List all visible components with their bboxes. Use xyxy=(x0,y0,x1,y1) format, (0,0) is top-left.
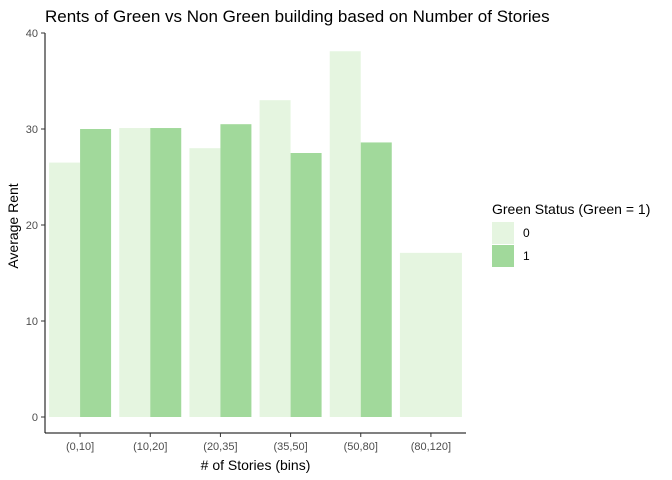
bar-series-1 xyxy=(360,142,392,417)
bar-series-1 xyxy=(290,153,322,417)
legend: Green Status (Green = 1) 0 1 xyxy=(492,201,650,267)
x-tick-label: (20,35] xyxy=(203,441,237,453)
x-tick-label: (50,80] xyxy=(344,441,378,453)
bar-series-1 xyxy=(220,124,252,417)
legend-key-1 xyxy=(492,245,514,267)
legend-label: 1 xyxy=(523,249,530,263)
bar-series-0 xyxy=(49,162,81,417)
y-axis-title: Average Rent xyxy=(5,183,21,268)
bar-series-0 xyxy=(329,51,361,418)
y-tick-label: 30 xyxy=(26,124,38,136)
x-tick-label: (80,120] xyxy=(411,441,451,453)
y-tick-label: 0 xyxy=(32,412,38,424)
bar-series-0 xyxy=(189,148,221,417)
legend-title: Green Status (Green = 1) xyxy=(492,201,650,217)
legend-key-0 xyxy=(492,222,514,244)
bar-series-0 xyxy=(399,252,462,417)
bar-series-1 xyxy=(150,128,182,418)
plot-area: 0 10 20 30 40 (0,10] (10,20] (20,35] (35,50] (50,… xyxy=(26,28,466,453)
x-tick-label: (0,10] xyxy=(66,441,94,453)
bar-series-0 xyxy=(259,100,291,417)
y-tick-label: 20 xyxy=(26,220,38,232)
bar-series-0 xyxy=(119,128,151,418)
legend-label: 0 xyxy=(523,226,530,240)
x-tick-label: (10,20] xyxy=(133,441,167,453)
chart-title: Rents of Green vs Non Green building bas… xyxy=(45,7,550,26)
y-tick-label: 10 xyxy=(26,316,38,328)
y-tick-label: 40 xyxy=(26,28,38,40)
bar-series-1 xyxy=(80,129,112,417)
x-axis-title: # of Stories (bins) xyxy=(201,457,311,473)
x-tick-label: (35,50] xyxy=(273,441,307,453)
